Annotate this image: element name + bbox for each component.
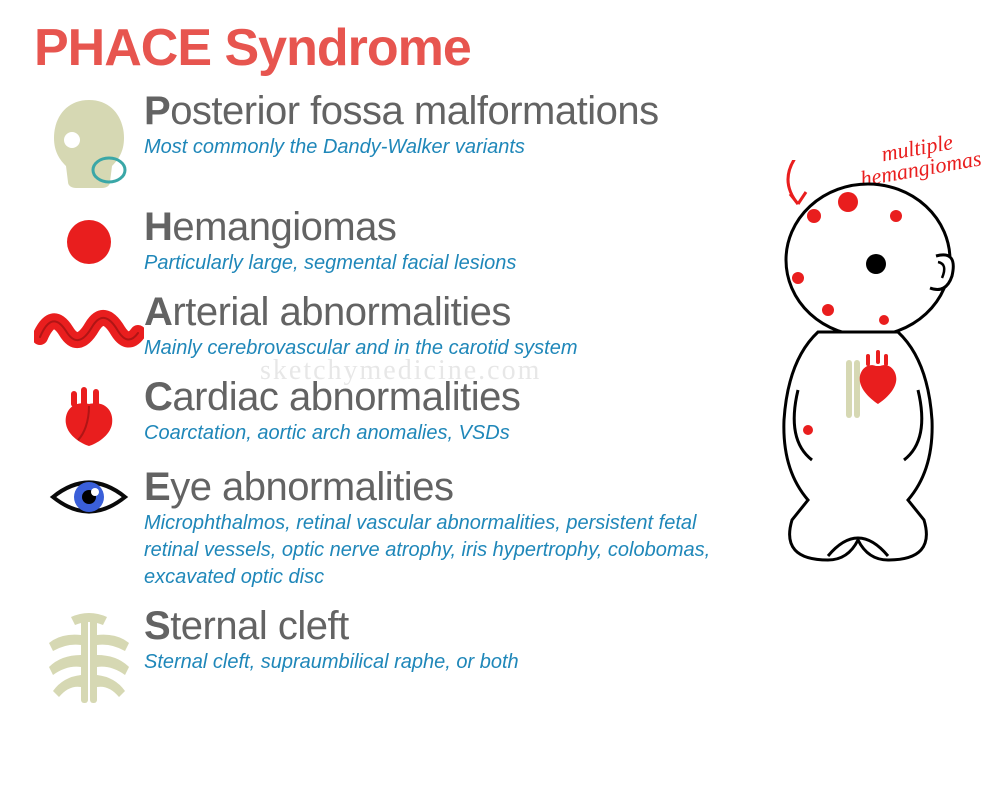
skull-shape [54, 100, 124, 188]
item-subtitle: Most commonly the Dandy-Walker variants [144, 134, 734, 161]
item-heading: Posterior fossa malformations [144, 90, 734, 132]
hemangioma-dot [807, 209, 821, 223]
list-item: Eye abnormalities Microphthalmos, retina… [34, 466, 734, 591]
item-subtitle: Sternal cleft, supraumbilical raphe, or … [144, 649, 734, 676]
baby-illustration [728, 160, 988, 590]
hemangioma-dot [890, 210, 902, 222]
item-subtitle: Particularly large, segmental facial les… [144, 250, 734, 277]
list-item: Arterial abnormalities Mainly cerebrovas… [34, 291, 734, 362]
skull-eye [64, 132, 80, 148]
item-subtitle: Coarctation, aortic arch anomalies, VSDs [144, 420, 734, 447]
sternum-shape [49, 613, 129, 703]
dot-shape [67, 220, 111, 264]
heart-icon [34, 376, 144, 452]
hemangioma-dot [822, 304, 834, 316]
hemangioma-icon [34, 206, 144, 272]
hemangioma-dot [879, 315, 889, 325]
skull-icon [34, 90, 144, 192]
hemangioma-dot [792, 272, 804, 284]
watermark-text: sketchymedicine.com [260, 355, 541, 387]
hemangioma-dot [838, 192, 858, 212]
item-heading: Hemangiomas [144, 206, 734, 248]
list-item: Posterior fossa malformations Most commo… [34, 90, 734, 192]
eye-highlight [91, 488, 99, 496]
eye-icon [34, 466, 144, 522]
sternum-icon [34, 605, 144, 711]
item-heading: Arterial abnormalities [144, 291, 734, 333]
list-item: Sternal cleft Sternal cleft, supraumbili… [34, 605, 734, 711]
item-subtitle: Microphthalmos, retinal vascular abnorma… [144, 510, 734, 591]
baby-eye [866, 254, 886, 274]
page-title: PHACE Syndrome [34, 18, 471, 78]
heart-vessels [74, 390, 96, 404]
item-heading: Sternal cleft [144, 605, 734, 647]
item-heading: Eye abnormalities [144, 466, 734, 508]
list-item: Cardiac abnormalities Coarctation, aorti… [34, 376, 734, 452]
hemangioma-dot [803, 425, 813, 435]
artery-icon [34, 291, 144, 357]
acronym-list: Posterior fossa malformations Most commo… [34, 90, 734, 725]
list-item: Hemangiomas Particularly large, segmenta… [34, 206, 734, 277]
